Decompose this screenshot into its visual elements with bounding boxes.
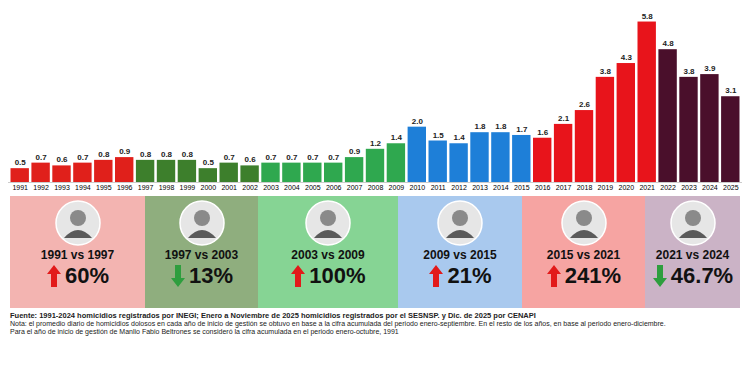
svg-text:3.1: 3.1 — [725, 86, 737, 95]
svg-text:1.6: 1.6 — [537, 128, 549, 137]
svg-text:0.7: 0.7 — [265, 153, 277, 162]
svg-text:3.8: 3.8 — [683, 67, 695, 76]
html-text:2009 vs 2015: 2009 vs 2015 — [423, 248, 497, 262]
svg-text:0.7: 0.7 — [286, 153, 298, 162]
svg-text:2.1: 2.1 — [558, 114, 570, 123]
svg-text:4.3: 4.3 — [621, 53, 633, 62]
svg-text:1.7: 1.7 — [516, 125, 528, 134]
svg-text:0.5: 0.5 — [203, 158, 215, 167]
svg-text:2003: 2003 — [263, 184, 279, 191]
svg-text:0.7: 0.7 — [328, 153, 340, 162]
svg-text:2019: 2019 — [598, 184, 614, 191]
html-text:241%: 241% — [564, 263, 622, 288]
svg-text:5.8: 5.8 — [642, 12, 654, 21]
html-text:1991 vs 1997: 1991 vs 1997 — [40, 248, 115, 262]
svg-text:0.9: 0.9 — [119, 147, 131, 156]
svg-text:1.4: 1.4 — [454, 133, 466, 142]
svg-text:1.8: 1.8 — [474, 122, 486, 131]
svg-text:1991: 1991 — [12, 184, 28, 191]
svg-text:1993: 1993 — [54, 184, 70, 191]
svg-text:2020: 2020 — [619, 184, 635, 191]
svg-text:0.7: 0.7 — [36, 153, 48, 162]
html-text:Para el año de inicio de gesti: Para el año de inicio de gestión de Manl… — [10, 328, 399, 336]
svg-text:0.8: 0.8 — [98, 150, 110, 159]
html-text:60%: 60% — [65, 263, 109, 288]
svg-text:1996: 1996 — [117, 184, 133, 191]
svg-text:2022: 2022 — [660, 184, 676, 191]
svg-text:2017: 2017 — [556, 184, 572, 191]
svg-text:3.8: 3.8 — [600, 67, 612, 76]
svg-text:0.7: 0.7 — [224, 153, 236, 162]
svg-text:4.8: 4.8 — [663, 39, 675, 48]
svg-text:2018: 2018 — [577, 184, 593, 191]
svg-text:2012: 2012 — [451, 184, 467, 191]
svg-text:1.2: 1.2 — [370, 139, 382, 148]
svg-text:2010: 2010 — [410, 184, 426, 191]
html-text:2003 vs 2009: 2003 vs 2009 — [291, 248, 365, 262]
svg-text:2004: 2004 — [284, 184, 300, 191]
svg-text:1994: 1994 — [75, 184, 91, 191]
svg-text:0.5: 0.5 — [15, 158, 27, 167]
svg-text:1995: 1995 — [96, 184, 112, 191]
svg-text:1999: 1999 — [180, 184, 196, 191]
svg-text:1997: 1997 — [138, 184, 154, 191]
html-text:46.7%: 46.7% — [670, 263, 734, 288]
svg-text:2.0: 2.0 — [412, 117, 424, 126]
html-text:100%: 100% — [309, 263, 366, 288]
svg-text:1.5: 1.5 — [433, 131, 445, 140]
svg-text:3.9: 3.9 — [704, 64, 716, 73]
svg-text:2023: 2023 — [681, 184, 697, 191]
svg-text:2009: 2009 — [389, 184, 405, 191]
svg-text:2011: 2011 — [431, 184, 446, 191]
svg-text:0.6: 0.6 — [56, 155, 68, 164]
svg-text:0.8: 0.8 — [140, 150, 152, 159]
svg-text:0.8: 0.8 — [161, 150, 173, 159]
svg-text:2015: 2015 — [514, 184, 530, 191]
svg-text:1.4: 1.4 — [391, 133, 403, 142]
svg-text:1992: 1992 — [33, 184, 49, 191]
svg-text:2024: 2024 — [702, 184, 718, 191]
svg-text:0.8: 0.8 — [182, 150, 194, 159]
svg-text:2021: 2021 — [639, 184, 655, 191]
svg-text:2002: 2002 — [242, 184, 258, 191]
svg-text:2008: 2008 — [368, 184, 384, 191]
svg-text:0.9: 0.9 — [349, 147, 361, 156]
html-text:1997 vs 2003: 1997 vs 2003 — [164, 248, 239, 262]
svg-text:0.7: 0.7 — [77, 153, 89, 162]
svg-text:2025: 2025 — [723, 184, 739, 191]
svg-text:2.6: 2.6 — [579, 100, 591, 109]
html-text:2021 vs 2024: 2021 vs 2024 — [655, 248, 730, 262]
svg-text:1998: 1998 — [159, 184, 175, 191]
html-text:2015 vs 2021: 2015 vs 2021 — [546, 248, 621, 262]
svg-text:2007: 2007 — [347, 184, 363, 191]
svg-text:2016: 2016 — [535, 184, 551, 191]
svg-text:1.8: 1.8 — [495, 122, 507, 131]
svg-text:2006: 2006 — [326, 184, 342, 191]
svg-text:2013: 2013 — [472, 184, 488, 191]
svg-text:2001: 2001 — [221, 184, 237, 191]
svg-text:2005: 2005 — [305, 184, 321, 191]
svg-text:0.7: 0.7 — [307, 153, 319, 162]
html-text:21%: 21% — [447, 263, 492, 288]
svg-text:2000: 2000 — [201, 184, 217, 191]
svg-text:0.6: 0.6 — [245, 155, 257, 164]
html-text:Fuente: 1991-2024 homicidios r: Fuente: 1991-2024 homicidios registrados… — [10, 311, 536, 320]
html-text:Nota: el promedio diario de ho: Nota: el promedio diario de homicidios d… — [10, 320, 666, 327]
svg-text:2014: 2014 — [493, 184, 509, 191]
html-text:13%: 13% — [189, 263, 233, 288]
